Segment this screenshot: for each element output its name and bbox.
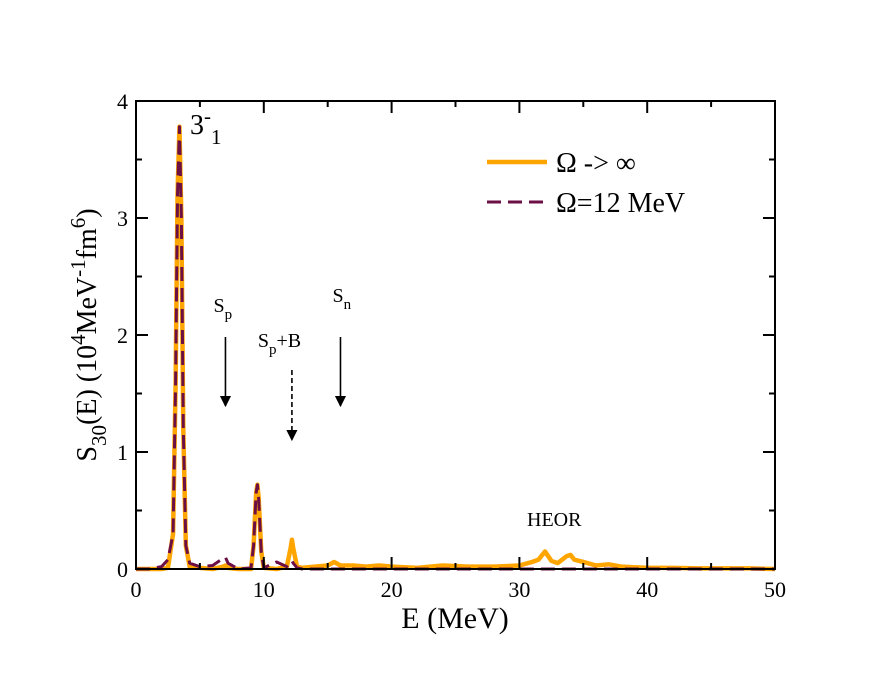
y-tick-label: 4 [117, 89, 128, 114]
threshold-label-part: n [344, 297, 352, 313]
y-tick-label: 0 [117, 557, 128, 582]
threshold-label: Sp [213, 295, 232, 323]
x-tick-label: 0 [131, 577, 142, 602]
region-label: HEOR [527, 509, 582, 531]
x-tick-label: 10 [253, 577, 275, 602]
plot-frame [135, 100, 776, 570]
y-axis-label-part: (E) (10 [72, 345, 103, 425]
peak-label: 3-1 [190, 104, 222, 149]
peak-label-part: 1 [211, 125, 222, 149]
threshold-label-part: S [213, 295, 224, 317]
legend-label: Ω=12 MeV [556, 188, 685, 219]
x-tick-label: 30 [508, 577, 530, 602]
threshold-label-part: S [332, 285, 343, 307]
y-axis-label-part: 6 [66, 218, 90, 229]
legend-label: Ω -> ∞ [556, 148, 636, 179]
y-axis-label-part: 4 [66, 334, 90, 345]
y-tick-label: 1 [117, 440, 128, 465]
x-tick-label: 40 [636, 577, 658, 602]
x-axis-label: E (MeV) [401, 602, 508, 635]
x-tick-label: 20 [381, 577, 403, 602]
y-axis-label-part: S [72, 446, 103, 462]
threshold-label-part: p [269, 342, 277, 358]
y-axis-label-part: 30 [87, 425, 111, 446]
x-tick-label: 50 [764, 577, 786, 602]
y-axis-label-part: -1 [66, 259, 90, 277]
y-axis-label-part: ) [72, 208, 103, 217]
y-tick-label: 2 [117, 323, 128, 348]
threshold-label-part: S [258, 330, 269, 352]
y-axis-label: S30(E) (104MeV-1fm6) [66, 208, 111, 461]
threshold-label: Sp+B [258, 330, 301, 358]
threshold-label-part: p [225, 307, 233, 323]
threshold-label-part: +B [277, 330, 302, 352]
y-tick-label: 3 [117, 206, 128, 231]
peak-label-part: 3 [190, 110, 204, 141]
y-axis-label-part: fm [72, 228, 103, 259]
peak-label-part: - [204, 104, 211, 128]
threshold-label: Sn [332, 285, 351, 313]
y-axis-label-part: MeV [72, 277, 103, 335]
